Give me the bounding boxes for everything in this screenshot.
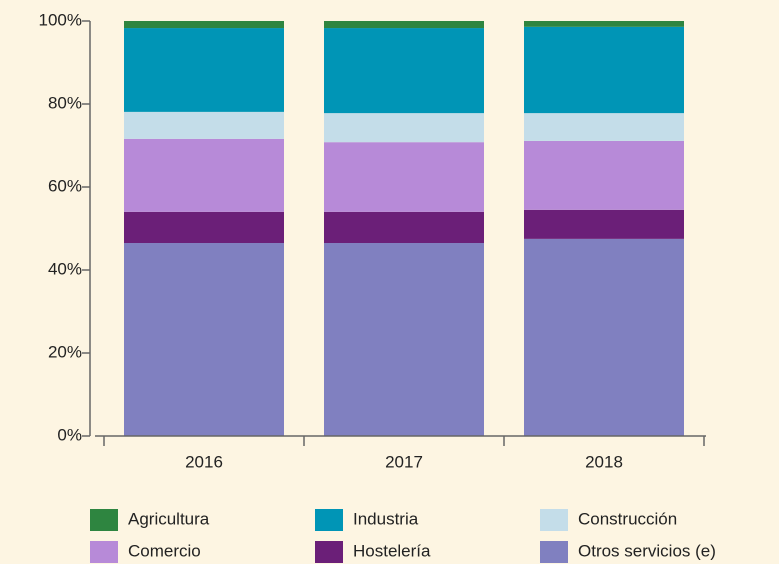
bar-segment — [324, 211, 484, 244]
legend-swatch — [315, 509, 343, 531]
bar-segment — [324, 21, 484, 29]
legend-swatch — [315, 541, 343, 563]
bar-segment — [124, 28, 284, 112]
bar-segment — [324, 142, 484, 212]
bar-segment — [124, 243, 284, 436]
bar-segment — [524, 113, 684, 141]
bar-segment — [524, 21, 684, 27]
y-tick-label: 20% — [48, 342, 82, 361]
legend-label: Construcción — [578, 509, 677, 528]
legend-label: Otros servicios (e) — [578, 541, 716, 560]
legend-swatch — [540, 509, 568, 531]
bar-segment — [524, 238, 684, 436]
bar-segment — [124, 138, 284, 212]
bar-segment — [524, 26, 684, 114]
bar-segment — [324, 113, 484, 143]
bar-segment — [324, 243, 484, 436]
y-tick-label: 80% — [48, 93, 82, 112]
x-tick-label: 2018 — [585, 452, 623, 471]
legend-label: Industria — [353, 509, 419, 528]
legend-swatch — [90, 541, 118, 563]
bar-segment — [124, 21, 284, 29]
x-tick-label: 2017 — [385, 452, 423, 471]
legend-label: Comercio — [128, 541, 201, 560]
x-tick-label: 2016 — [185, 452, 223, 471]
legend-swatch — [540, 541, 568, 563]
y-tick-label: 0% — [57, 425, 82, 444]
legend-label: Agricultura — [128, 509, 210, 528]
legend-label: Hostelería — [353, 541, 431, 560]
bar-segment — [124, 211, 284, 244]
bar-segment — [324, 28, 484, 114]
legend-swatch — [90, 509, 118, 531]
bar-segment — [124, 111, 284, 139]
bar-segment — [524, 209, 684, 239]
bar-segment — [524, 140, 684, 210]
y-tick-label: 100% — [39, 10, 82, 29]
y-tick-label: 40% — [48, 259, 82, 278]
y-tick-label: 60% — [48, 176, 82, 195]
